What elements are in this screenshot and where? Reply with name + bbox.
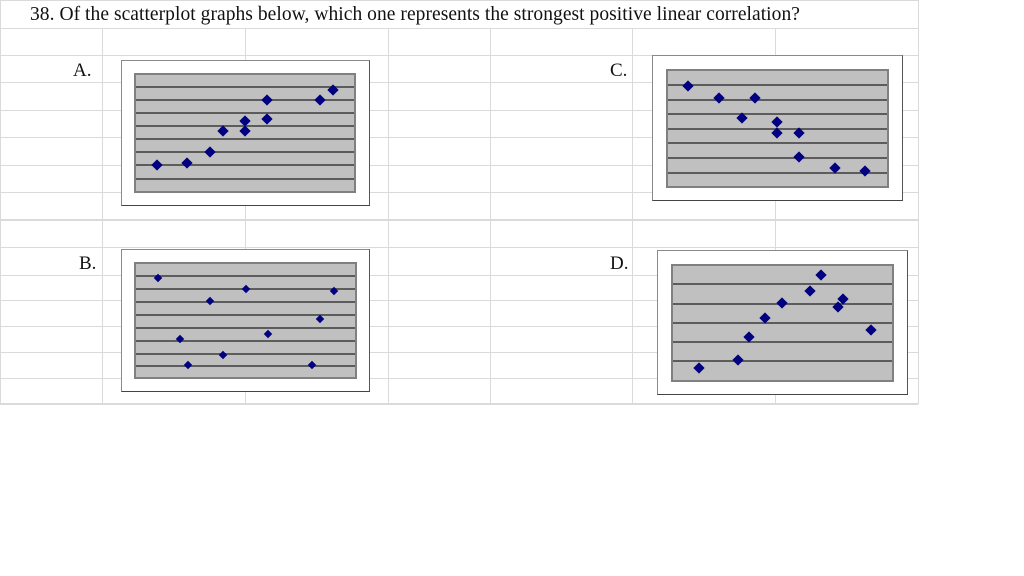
col-line — [918, 0, 919, 404]
gridline — [668, 99, 887, 101]
col-line — [388, 28, 389, 404]
col-line — [632, 28, 633, 404]
row-line — [0, 28, 918, 29]
gridline — [136, 301, 355, 303]
row-line — [0, 352, 918, 353]
gridline — [668, 142, 887, 144]
scatterplot-a[interactable] — [121, 60, 370, 206]
gridline — [136, 365, 355, 367]
row-line — [0, 110, 918, 111]
row-line — [0, 192, 918, 193]
gridline — [136, 178, 354, 180]
spreadsheet-grid — [0, 0, 919, 405]
col-line — [775, 28, 776, 404]
gridline — [136, 99, 354, 101]
gridline — [136, 314, 355, 316]
gridline — [673, 360, 892, 362]
row-line — [0, 275, 918, 276]
col-line — [0, 0, 1, 404]
col-line — [102, 28, 103, 404]
gridline — [673, 283, 892, 285]
option-label-c: C. — [610, 60, 628, 81]
gridline — [136, 138, 354, 140]
col-line — [245, 28, 246, 404]
gridline — [668, 84, 887, 86]
scatterplot-b[interactable] — [121, 249, 370, 392]
gridline — [673, 322, 892, 324]
row-line — [0, 378, 918, 379]
option-label-d: D. — [610, 253, 629, 274]
row-line — [0, 219, 918, 221]
col-line — [490, 28, 491, 404]
gridline — [136, 327, 355, 329]
row-line — [0, 137, 918, 138]
scatterplot-d[interactable] — [657, 250, 908, 395]
row-line — [0, 55, 918, 56]
gridline — [136, 151, 354, 153]
row-line — [0, 82, 918, 83]
gridline — [136, 164, 354, 166]
option-label-a: A. — [73, 60, 92, 81]
gridline — [136, 112, 354, 114]
row-line — [0, 247, 918, 248]
row-line — [0, 165, 918, 166]
scatterplot-c[interactable] — [652, 55, 903, 201]
gridline — [668, 113, 887, 115]
gridline — [668, 172, 887, 174]
gridline — [136, 275, 355, 277]
row-line — [0, 403, 918, 405]
row-line — [0, 0, 918, 1]
row-line — [0, 326, 918, 327]
gridline — [136, 86, 354, 88]
question-text: 38. Of the scatterplot graphs below, whi… — [30, 4, 800, 25]
gridline — [136, 353, 355, 355]
gridline — [673, 341, 892, 343]
plot-area — [134, 262, 357, 379]
option-label-b: B. — [79, 253, 97, 274]
gridline — [136, 340, 355, 342]
gridline — [668, 157, 887, 159]
plot-area — [671, 264, 894, 382]
row-line — [0, 300, 918, 301]
